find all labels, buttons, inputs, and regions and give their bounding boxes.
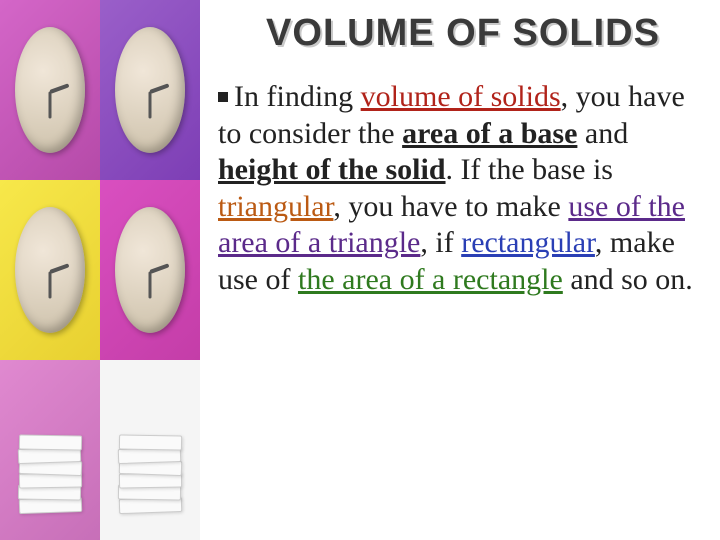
paper-stack-icon: [115, 387, 185, 513]
sidebar-tile-paper: [100, 360, 200, 540]
clock-icon: [115, 207, 185, 333]
body-text-segment: triangular: [218, 190, 333, 223]
bullet-icon: [218, 92, 228, 102]
slide-title: VOLUME OF SOLIDS: [218, 12, 708, 55]
slide-body: In finding volume of solids , you have to…: [218, 79, 708, 299]
clock-icon: [15, 207, 85, 333]
body-text-segment: rectangular: [461, 226, 595, 259]
sidebar-tile-clock: [0, 180, 100, 360]
body-text-segment: and: [577, 117, 628, 150]
decorative-sidebar: [0, 0, 200, 540]
body-text-segment: , if: [420, 226, 461, 259]
body-text-segment: the area of a rectangle: [298, 263, 563, 296]
body-text-segment: height of the solid: [218, 153, 446, 186]
body-text-segment: , you have to make: [333, 190, 568, 223]
sidebar-tile-clock: [100, 0, 200, 180]
sidebar-tile-clock: [100, 180, 200, 360]
sidebar-tile-clock: [0, 0, 100, 180]
body-text-segment: In finding: [234, 80, 361, 113]
paper-stack-icon: [15, 387, 85, 513]
body-text-segment: and so on.: [563, 263, 693, 296]
clock-icon: [115, 27, 185, 153]
sidebar-tile-paper: [0, 360, 100, 540]
body-text-segment: volume of solids: [361, 80, 561, 113]
slide-content: VOLUME OF SOLIDS In finding volume of so…: [200, 0, 720, 540]
body-text-segment: . If the base is: [446, 153, 613, 186]
body-text-segment: area of a base: [402, 117, 577, 150]
clock-icon: [15, 27, 85, 153]
